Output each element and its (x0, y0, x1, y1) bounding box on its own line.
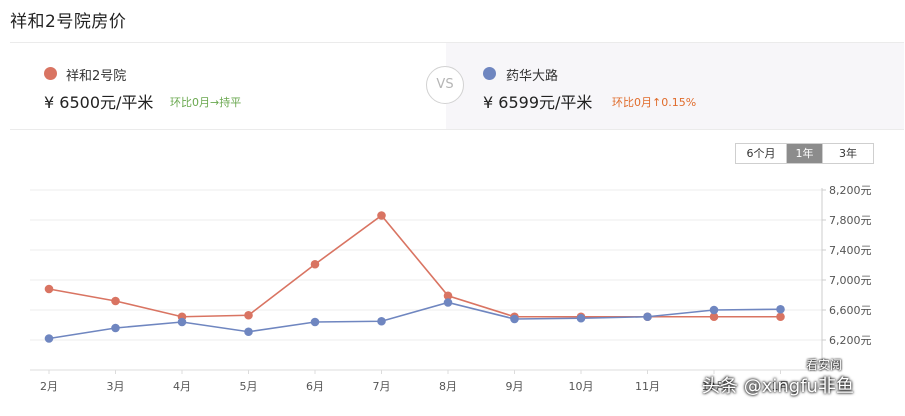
data-point-series-1 (709, 312, 719, 322)
x-tick-label: 2月 (40, 380, 58, 393)
x-tick-label: 4月 (173, 380, 191, 393)
data-point-series-2 (443, 298, 453, 307)
price-trend-chart: 6,200元 6,600元 7,000元 7,400元 7,800元 8,200元 2月 3月… (0, 170, 905, 416)
currency-symbol: ¥ (44, 93, 55, 112)
x-tick-label: 10月 (569, 380, 594, 393)
y-tick-label: 7,400元 (829, 244, 872, 257)
compare-right-card: 药华大路 ¥ 6599元/平米 环比0月↑0.15% (446, 43, 904, 129)
data-point-series-1 (443, 291, 453, 301)
x-tick-label: 7月 (373, 380, 391, 393)
data-point-series-2 (244, 327, 253, 337)
watermark-author: 头条 @xingfu非鱼 (702, 376, 854, 397)
tab-6-months[interactable]: 6个月 (736, 144, 787, 163)
compare-right-name: 药华大路 (506, 69, 559, 84)
compare-right-change: 环比0月↑0.15% (612, 96, 697, 109)
y-tick-label: 7,800元 (829, 214, 872, 227)
watermark-source: 看安阅 (806, 358, 843, 372)
series-legend-dot-left (44, 67, 57, 80)
x-tick-label: 12月 (702, 380, 727, 393)
page-title: 祥和2号院房价 (10, 12, 127, 32)
compare-left-card: 祥和2号院 ¥ 6500元/平米 环比0月→持平 (10, 43, 446, 129)
compare-left-price: ¥ 6500元/平米 (44, 89, 153, 113)
data-point-series-1 (310, 259, 320, 269)
data-point-series-2 (111, 323, 120, 333)
y-tick-label: 6,600元 (829, 304, 872, 317)
price-value: 6599元/平米 (498, 93, 593, 112)
x-tick-label: 1月 (772, 380, 790, 393)
data-point-series-1 (377, 211, 386, 220)
y-tick-label: 6,200元 (829, 334, 872, 347)
data-point-series-2 (510, 314, 519, 324)
data-point-series-2 (177, 317, 187, 327)
series-legend-dot-right (483, 67, 496, 80)
compare-left-change: 环比0月→持平 (170, 96, 242, 109)
price-value: 6500元/平米 (59, 93, 154, 112)
x-tick-label: 6月 (306, 380, 324, 393)
data-point-series-2 (709, 305, 719, 315)
compare-left-name: 祥和2号院 (66, 69, 127, 84)
y-tick-label: 7,000元 (829, 274, 872, 287)
data-point-series-1 (111, 296, 120, 306)
data-point-series-2 (643, 312, 652, 322)
y-tick-label: 8,200元 (829, 184, 872, 197)
currency-symbol: ¥ (483, 93, 494, 112)
time-range-tabs: 6个月 1年 3年 (735, 143, 874, 164)
series-line-2 (48, 301, 781, 340)
compare-panel: 祥和2号院 ¥ 6500元/平米 环比0月→持平 药华大路 ¥ 6599元/平米… (10, 42, 904, 130)
x-tick-label: 11月 (635, 380, 660, 393)
x-tick-label: 5月 (240, 380, 258, 393)
tab-3-years[interactable]: 3年 (823, 144, 873, 163)
data-point-series-2 (310, 317, 320, 327)
series-line-1 (48, 214, 781, 318)
data-point-series-2 (377, 316, 386, 326)
vs-badge: VS (426, 66, 464, 104)
data-point-series-1 (776, 312, 785, 322)
data-point-series-1 (244, 310, 253, 320)
price-trend-chart-svg: 6,200元 6,600元 7,000元 7,400元 7,800元 8,200元 2月 3月… (30, 184, 872, 393)
x-tick-label: 9月 (506, 380, 524, 393)
data-point-series-2 (576, 313, 586, 323)
tab-1-year[interactable]: 1年 (787, 144, 823, 163)
data-point-series-2 (44, 334, 54, 343)
x-tick-label: 3月 (107, 380, 125, 393)
x-tick-label: 8月 (439, 380, 457, 393)
data-point-series-2 (776, 304, 785, 314)
compare-right-price: ¥ 6599元/平米 (483, 89, 592, 113)
data-point-series-1 (44, 284, 54, 294)
